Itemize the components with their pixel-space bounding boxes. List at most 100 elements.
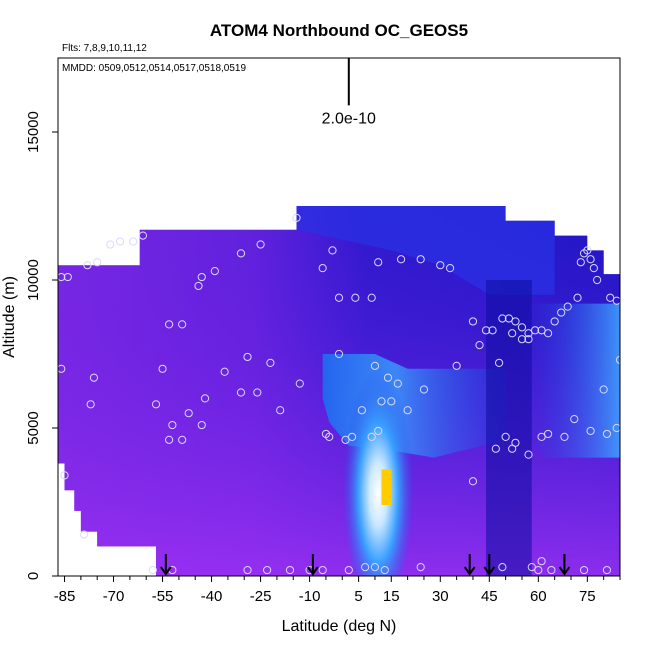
observation-marker [58, 272, 66, 282]
y-tick-label: 15000 [25, 111, 42, 153]
observation-marker [511, 438, 520, 447]
observation-marker [495, 358, 504, 367]
observation-marker [178, 435, 187, 444]
observation-marker [93, 258, 102, 267]
observation-marker [396, 255, 406, 264]
x-tick-label: 45 [481, 588, 498, 605]
observation-marker [586, 426, 595, 436]
observation-marker [537, 432, 546, 441]
y-axis-label: Altitude (m) [1, 276, 18, 358]
observation-marker [236, 249, 246, 258]
observation-marker [589, 264, 598, 273]
observation-marker [377, 397, 386, 406]
plot-frame [57, 57, 621, 577]
observation-marker [383, 373, 393, 382]
observation-marker [256, 240, 265, 249]
observation-marker [178, 320, 187, 329]
observation-marker [468, 477, 478, 486]
observation-marker [197, 420, 206, 430]
observation-marker [83, 261, 92, 270]
y-tick-label: 10000 [25, 259, 42, 301]
observation-marker [579, 565, 589, 575]
flight-arrow-head [307, 566, 319, 576]
y-tick-label: 5000 [25, 411, 42, 444]
observation-marker [468, 317, 478, 326]
observation-marker [599, 385, 608, 394]
observation-marker [318, 565, 327, 575]
observation-marker [573, 293, 582, 302]
flight-arrow [463, 554, 476, 576]
flights-label: Flts: 7,8,9,10,11,12 [62, 43, 147, 54]
observation-marker [263, 565, 272, 575]
observation-marker [537, 326, 546, 335]
observation-marker [347, 432, 357, 441]
observation-marker [334, 349, 344, 359]
observation-marker [168, 420, 177, 430]
observation-marker [606, 293, 615, 302]
observation-marker [488, 326, 497, 335]
observation-marker [498, 314, 507, 323]
observation-marker [560, 432, 569, 441]
observation-marker [341, 435, 350, 444]
observation-marker [380, 565, 389, 575]
observation-marker [89, 373, 99, 382]
observation-marker [148, 565, 157, 575]
observation-marker [60, 471, 69, 480]
observation-marker [351, 293, 360, 302]
observation-marker [527, 563, 536, 572]
observation-marker [151, 400, 161, 409]
observation-marker [334, 293, 344, 302]
field-right-band [521, 303, 620, 458]
observation-marker [416, 255, 425, 264]
observation-marker [276, 406, 285, 415]
observation-marker [615, 355, 620, 365]
observation-marker [344, 565, 353, 575]
observation-marker [517, 335, 527, 344]
observation-marker [370, 563, 380, 572]
observation-marker [524, 329, 533, 338]
observation-marker [138, 231, 148, 240]
observation-marker [481, 326, 491, 335]
observation-marker [367, 293, 376, 302]
observation-marker [253, 388, 262, 397]
observation-marker [357, 406, 366, 415]
observation-marker [325, 432, 334, 441]
observation-marker [491, 444, 500, 453]
observation-marker [184, 409, 193, 418]
observation-marker [374, 258, 383, 267]
observation-marker [58, 364, 66, 373]
observation-marker [194, 281, 203, 291]
flight-arrow [483, 554, 496, 576]
observation-marker [557, 308, 566, 317]
observation-marker [80, 530, 89, 539]
concentration-field [58, 206, 620, 576]
y-tick-label: 0 [25, 572, 42, 580]
observation-marker [530, 326, 540, 335]
flight-arrow [160, 554, 172, 576]
observation-marker [403, 406, 412, 415]
x-tick-label: -85 [54, 588, 76, 605]
observation-marker [504, 314, 514, 323]
x-tick-label: -55 [152, 588, 174, 605]
observation-marker [570, 415, 579, 424]
observation-marker [602, 429, 612, 439]
observation-marker [115, 237, 125, 246]
x-tick-label: 30 [432, 588, 449, 605]
observation-marker [158, 364, 167, 373]
observation-marker [295, 379, 304, 388]
x-tick-label: 75 [579, 588, 596, 605]
observation-marker [544, 429, 553, 439]
x-axis-label: Latitude (deg N) [282, 618, 397, 635]
observation-marker [243, 352, 252, 362]
observation-marker [602, 565, 612, 575]
observation-marker [534, 565, 543, 575]
observation-marker [243, 565, 252, 575]
observation-marker [475, 341, 484, 350]
observation-marker [200, 394, 210, 403]
observation-marker [266, 358, 275, 367]
observation-marker [129, 237, 138, 246]
observation-marker [550, 317, 559, 326]
observation-marker [370, 361, 380, 370]
observation-marker [612, 423, 620, 433]
flight-arrow [307, 554, 319, 576]
